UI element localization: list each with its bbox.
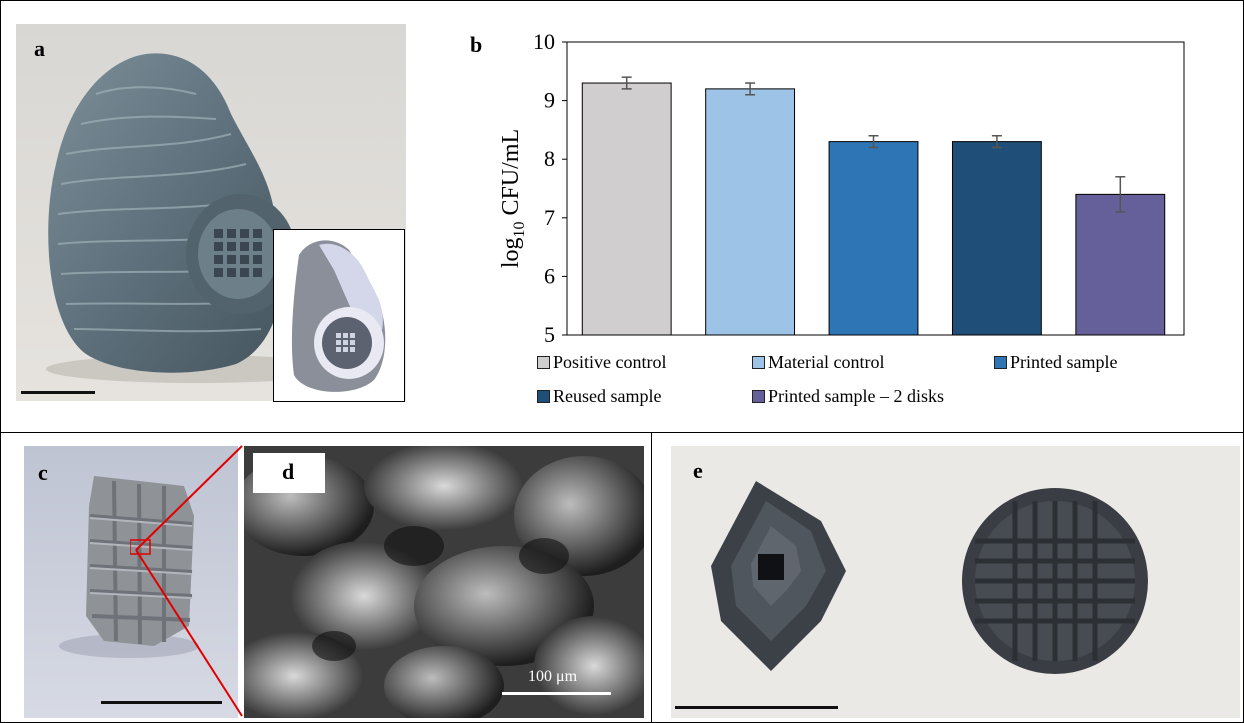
legend-label: Printed sample – 2 disks xyxy=(768,386,944,406)
printed-parts-illustration xyxy=(671,446,1240,718)
panel-a-photo xyxy=(16,24,406,401)
y-tick-label: 9 xyxy=(544,88,555,113)
chart-legend: Positive control Material control Printe… xyxy=(537,352,1197,412)
y-tick-label: 8 xyxy=(544,146,555,171)
zoom-region-box xyxy=(130,539,151,555)
sem-texture xyxy=(244,446,644,718)
zoom-lines xyxy=(130,445,243,717)
panel-b-label: b xyxy=(470,32,483,57)
legend-item: Printed sample xyxy=(994,352,1117,373)
vertical-divider xyxy=(651,432,652,723)
bar xyxy=(1075,193,1166,336)
horizontal-divider xyxy=(0,432,1244,433)
panel-d-scale-text: 100 μm xyxy=(528,668,578,685)
legend-item: Printed sample – 2 disks xyxy=(752,386,944,407)
y-tick-label: 5 xyxy=(544,322,555,347)
bar xyxy=(705,88,796,336)
bar xyxy=(951,141,1042,336)
y-tick-label: 7 xyxy=(544,205,555,230)
panel-d-label-box xyxy=(253,453,325,493)
cad-mask-render xyxy=(291,240,386,392)
panel-e-scale-bar xyxy=(675,706,838,709)
panel-d-sem-image xyxy=(244,446,644,718)
legend-label: Material control xyxy=(768,352,885,372)
panel-a-scale-bar xyxy=(21,391,95,394)
zoom-line-bottom xyxy=(135,549,243,717)
legend-swatch xyxy=(752,390,765,403)
y-tick-label: 6 xyxy=(544,263,555,288)
panel-c-label: c xyxy=(38,460,48,485)
legend-item: Material control xyxy=(752,352,884,373)
legend-item: Positive control xyxy=(537,352,667,373)
legend-swatch xyxy=(752,356,765,369)
panel-d-scale-bar xyxy=(502,692,611,695)
bar-chart: 5 6 7 8 9 10 log10 CFU/mL xyxy=(498,29,1185,347)
bar xyxy=(581,82,672,336)
y-tick-label: 10 xyxy=(533,29,555,54)
panel-a-cad-inset xyxy=(273,229,405,402)
legend-swatch xyxy=(994,356,1007,369)
legend-label: Positive control xyxy=(553,352,667,372)
legend-swatch xyxy=(537,390,550,403)
legend-label: Printed sample xyxy=(1010,352,1118,372)
panel-c-scale-bar xyxy=(101,701,222,704)
legend-label: Reused sample xyxy=(553,386,662,406)
panel-a-label: a xyxy=(34,36,45,61)
panel-e-label: e xyxy=(693,458,703,483)
panel-d-label: d xyxy=(282,459,295,484)
legend-item: Reused sample xyxy=(537,386,661,407)
y-axis-label: log10 CFU/mL xyxy=(498,129,528,268)
zoom-line-top xyxy=(135,445,243,551)
mask-photo-illustration xyxy=(16,24,406,401)
panel-e-photo xyxy=(671,446,1240,718)
legend-swatch xyxy=(537,356,550,369)
bar xyxy=(828,141,919,336)
